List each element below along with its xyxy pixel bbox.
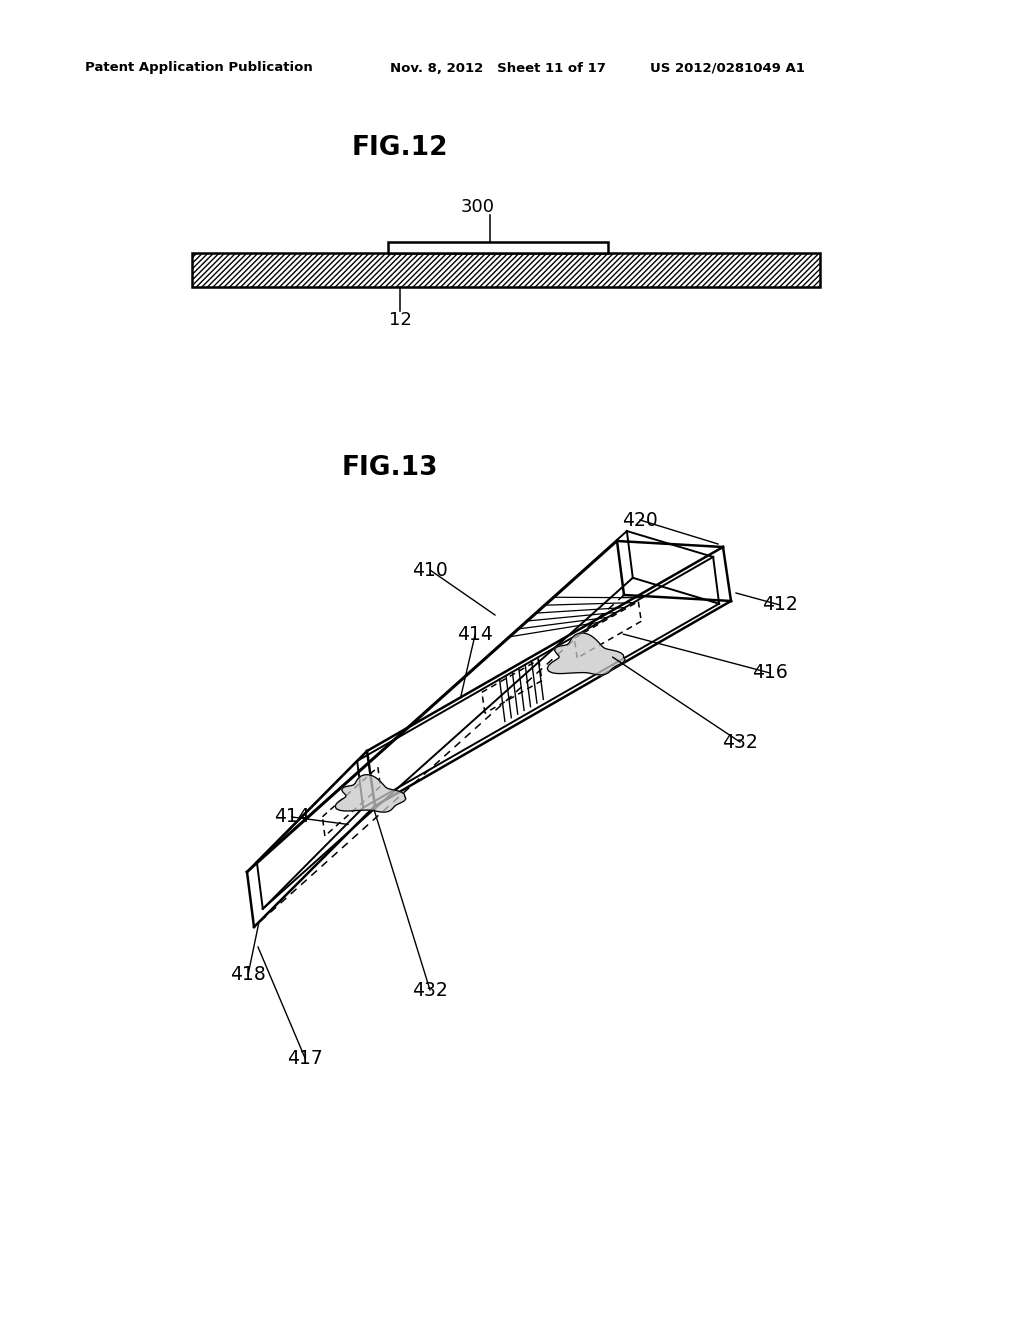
Text: FIG.13: FIG.13	[342, 455, 438, 480]
Text: 12: 12	[388, 312, 412, 329]
Text: Patent Application Publication: Patent Application Publication	[85, 62, 312, 74]
Bar	[193, 253, 820, 286]
Bar	[193, 253, 820, 286]
Text: FIG.12: FIG.12	[352, 135, 449, 161]
Bar	[388, 242, 608, 253]
Text: 432: 432	[412, 981, 447, 999]
Text: 300: 300	[461, 198, 495, 216]
Text: 414: 414	[274, 808, 310, 826]
Text: US 2012/0281049 A1: US 2012/0281049 A1	[650, 62, 805, 74]
Polygon shape	[547, 634, 625, 675]
Text: 414: 414	[457, 626, 493, 644]
Text: 418: 418	[230, 965, 266, 985]
Text: 412: 412	[762, 595, 798, 615]
Text: 432: 432	[722, 733, 758, 751]
Text: 416: 416	[752, 664, 787, 682]
Polygon shape	[335, 775, 406, 812]
Text: 420: 420	[623, 511, 657, 529]
Text: 410: 410	[412, 561, 447, 579]
Text: 417: 417	[287, 1048, 323, 1068]
Text: Nov. 8, 2012   Sheet 11 of 17: Nov. 8, 2012 Sheet 11 of 17	[390, 62, 606, 74]
